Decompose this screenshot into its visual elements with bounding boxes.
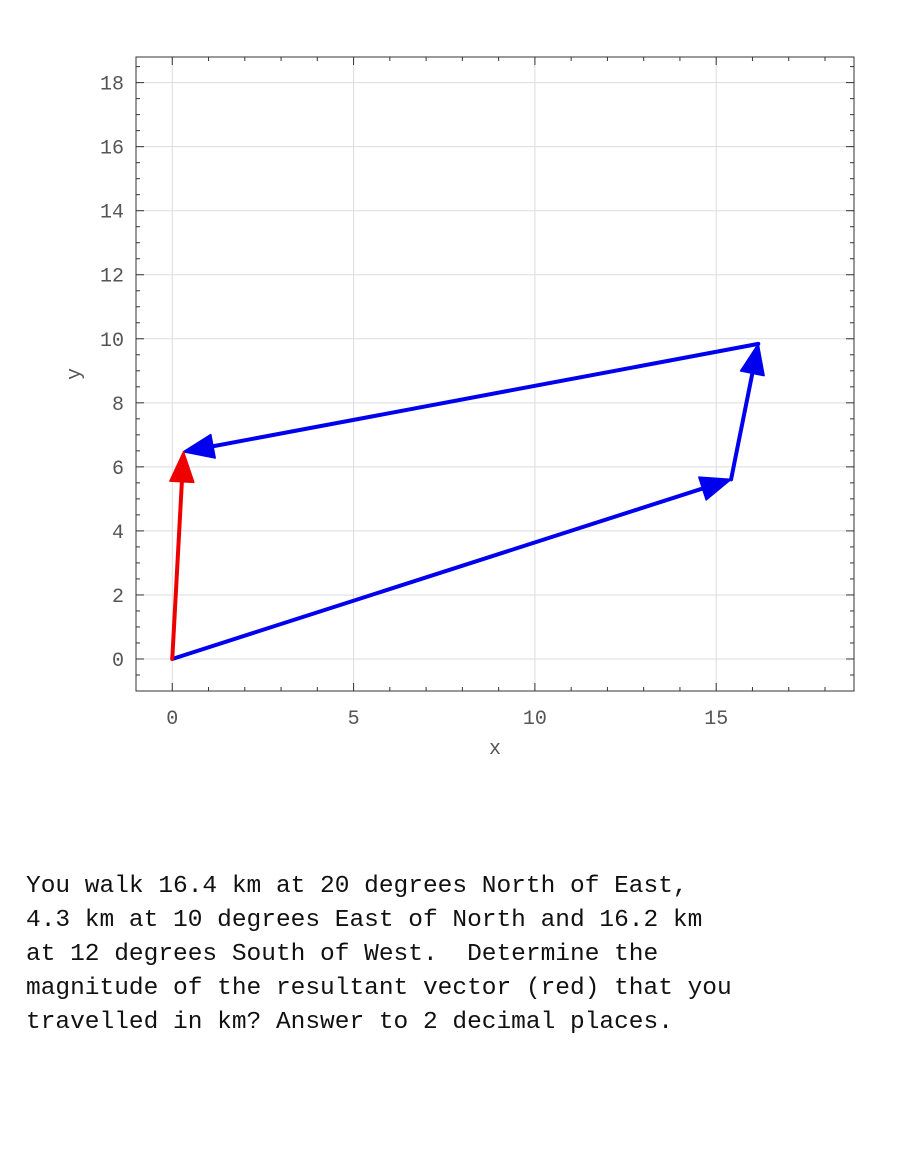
question-line: You walk 16.4 km at 20 degrees North of … [26,873,688,900]
vector-shaft [170,475,185,661]
question-line: magnitude of the resultant vector (red) … [26,975,732,1002]
vector-arrowhead [182,433,216,459]
y-tick-label: 2 [112,586,124,609]
y-axis-label: y [64,368,87,380]
tick-labels: 0 5 10 15 0 2 4 6 8 10 12 14 16 18 [100,74,728,731]
axis-ticks [135,57,854,692]
grid-lines [136,57,854,691]
x-tick-label: 5 [348,708,360,731]
y-tick-label: 12 [100,266,124,289]
question-text: You walk 16.4 km at 20 degrees North of … [26,870,886,1040]
question-line: at 12 degrees South of West. Determine t… [26,941,659,968]
y-tick-label: 4 [112,522,124,545]
vector-shaft [207,341,761,450]
y-tick-label: 6 [112,458,124,481]
vector-arrow [182,341,761,459]
vector-arrows [169,341,765,661]
y-tick-label: 0 [112,650,124,673]
y-tick-label: 8 [112,394,124,417]
vector-arrowhead [698,476,732,501]
y-tick-label: 10 [100,330,124,353]
question-line: 4.3 km at 10 degrees East of North and 1… [26,907,703,934]
vector-arrowhead [169,451,195,484]
vector-arrowhead [739,343,765,377]
vector-arrow [170,476,732,661]
vector-arrow [169,451,195,661]
vector-arrow [729,343,765,482]
question-line: travelled in km? Answer to 2 decimal pla… [26,1009,673,1036]
vector-plot: 0 5 10 15 0 2 4 6 8 10 12 14 16 18 x y [64,56,855,761]
y-tick-label: 16 [100,138,124,161]
y-tick-label: 18 [100,74,124,97]
x-tick-label: 0 [166,708,178,731]
y-tick-label: 14 [100,202,124,225]
vector-shaft [729,367,756,482]
x-tick-label: 15 [704,708,728,731]
x-axis-label: x [489,738,501,761]
x-tick-label: 10 [523,708,547,731]
vector-shaft [170,485,709,661]
plot-frame [135,56,855,692]
